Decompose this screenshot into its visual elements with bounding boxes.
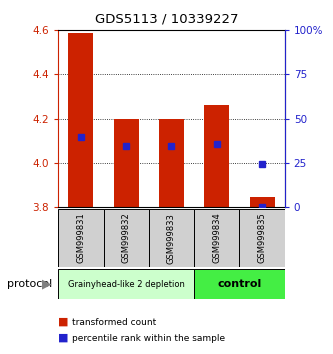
Text: percentile rank within the sample: percentile rank within the sample: [72, 333, 225, 343]
Text: GSM999831: GSM999831: [76, 213, 86, 263]
Bar: [239, 209, 285, 267]
Bar: [58, 209, 104, 267]
Text: Grainyhead-like 2 depletion: Grainyhead-like 2 depletion: [68, 280, 184, 289]
Bar: [69, 33, 93, 207]
Bar: [159, 119, 184, 207]
Text: transformed count: transformed count: [72, 318, 156, 327]
Bar: [104, 209, 149, 267]
Text: ■: ■: [58, 317, 69, 327]
Bar: [250, 197, 274, 207]
Bar: [149, 209, 194, 267]
Text: ▶: ▶: [42, 278, 52, 291]
Bar: [114, 119, 139, 207]
Text: protocol: protocol: [7, 279, 52, 289]
Bar: [58, 269, 194, 299]
Text: ■: ■: [58, 333, 69, 343]
Text: control: control: [217, 279, 261, 289]
Bar: [194, 269, 285, 299]
Text: GSM999835: GSM999835: [257, 213, 267, 263]
Text: GDS5113 / 10339227: GDS5113 / 10339227: [95, 12, 238, 25]
Text: GSM999833: GSM999833: [167, 213, 176, 263]
Bar: [204, 105, 229, 207]
Bar: [194, 209, 239, 267]
Text: GSM999834: GSM999834: [212, 213, 221, 263]
Text: GSM999832: GSM999832: [122, 213, 131, 263]
